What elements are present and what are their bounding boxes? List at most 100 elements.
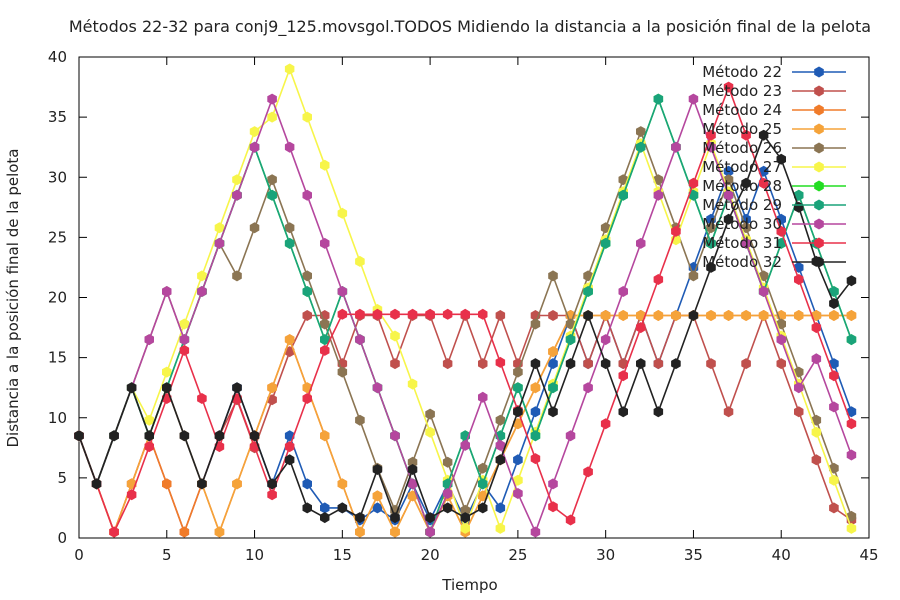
data-point <box>758 286 769 297</box>
data-point <box>284 63 295 75</box>
y-tick-label: 20 <box>48 289 67 307</box>
data-point <box>688 189 699 201</box>
data-point <box>407 490 418 502</box>
data-point <box>495 414 506 426</box>
data-point <box>513 488 523 499</box>
data-point <box>758 310 769 321</box>
data-point <box>442 488 453 499</box>
data-point <box>355 526 365 538</box>
data-point <box>758 129 769 141</box>
x-tick-label: 5 <box>162 546 172 564</box>
data-point <box>776 237 786 249</box>
x-tick-label: 35 <box>684 546 703 564</box>
data-point <box>530 358 541 370</box>
data-point <box>548 310 558 321</box>
data-point <box>723 165 734 177</box>
data-point <box>583 466 593 478</box>
data-point <box>706 141 716 153</box>
data-point <box>372 490 383 502</box>
data-point <box>530 406 541 418</box>
data-point <box>846 334 857 346</box>
data-point <box>267 174 277 186</box>
data-point <box>618 310 628 321</box>
data-point <box>583 310 593 321</box>
data-point <box>267 394 277 406</box>
data-point <box>284 334 295 346</box>
data-point <box>548 270 558 282</box>
data-point <box>706 237 716 249</box>
data-point <box>320 318 330 330</box>
data-point <box>653 358 664 370</box>
legend-marker <box>814 218 824 230</box>
data-point <box>513 474 523 486</box>
x-tick-label: 30 <box>596 546 615 564</box>
data-point <box>425 526 435 538</box>
legend-marker <box>814 123 824 135</box>
data-point <box>390 430 400 442</box>
data-point <box>723 310 734 321</box>
data-point <box>758 270 769 282</box>
chart-title: Métodos 22-32 para conj9_125.movsgol.TOD… <box>69 17 871 37</box>
y-tick-label: 25 <box>48 228 67 246</box>
data-point <box>565 514 576 526</box>
data-point <box>495 502 506 514</box>
data-point <box>513 366 523 378</box>
data-point <box>618 174 628 186</box>
data-point <box>706 310 716 321</box>
legend-marker <box>814 161 824 173</box>
data-point <box>671 310 681 321</box>
data-point <box>109 430 119 442</box>
y-tick-label: 5 <box>57 469 67 487</box>
data-point <box>337 366 348 378</box>
data-point <box>460 512 470 524</box>
data-point <box>794 189 804 201</box>
data-point <box>829 358 839 370</box>
data-point <box>548 406 558 418</box>
y-tick-label: 35 <box>48 108 67 126</box>
data-point <box>320 159 330 171</box>
y-tick-label: 0 <box>57 529 67 547</box>
data-point <box>214 237 225 249</box>
data-point <box>530 318 541 330</box>
data-point <box>390 330 400 342</box>
data-point <box>179 526 190 538</box>
data-point <box>162 286 172 297</box>
data-point <box>653 93 664 105</box>
data-point <box>302 111 312 123</box>
data-point <box>846 406 857 418</box>
data-point <box>302 478 312 490</box>
y-tick-label: 15 <box>48 349 67 367</box>
x-tick-label: 15 <box>333 546 352 564</box>
y-tick-label: 40 <box>48 48 67 66</box>
data-point <box>776 213 786 225</box>
data-point <box>513 418 523 430</box>
data-point <box>671 358 681 370</box>
data-point <box>144 441 154 453</box>
data-point <box>407 478 418 490</box>
data-point <box>723 406 734 418</box>
data-point <box>460 308 470 320</box>
data-point <box>302 286 312 297</box>
data-point <box>583 382 593 394</box>
data-point <box>636 322 646 334</box>
legend-label: Método 28 <box>702 177 782 195</box>
data-point <box>618 370 628 382</box>
legend-marker <box>814 85 824 97</box>
x-tick-label: 0 <box>74 546 84 564</box>
axis-ticks: 0 5 10 15 20 25 30 35 40 45 0 5 10 15 20 25 30 35 40 <box>48 48 879 564</box>
data-point <box>741 177 751 189</box>
data-point <box>302 310 312 321</box>
data-point <box>126 382 137 394</box>
data-point <box>741 129 751 141</box>
data-point <box>478 462 488 474</box>
legend-label: Método 30 <box>702 215 782 233</box>
data-point <box>355 308 365 320</box>
data-point <box>495 522 506 534</box>
data-point <box>583 358 593 370</box>
data-point <box>846 522 857 534</box>
data-point <box>741 222 751 234</box>
data-point <box>197 393 207 404</box>
x-axis-label: Tiempo <box>441 576 497 594</box>
